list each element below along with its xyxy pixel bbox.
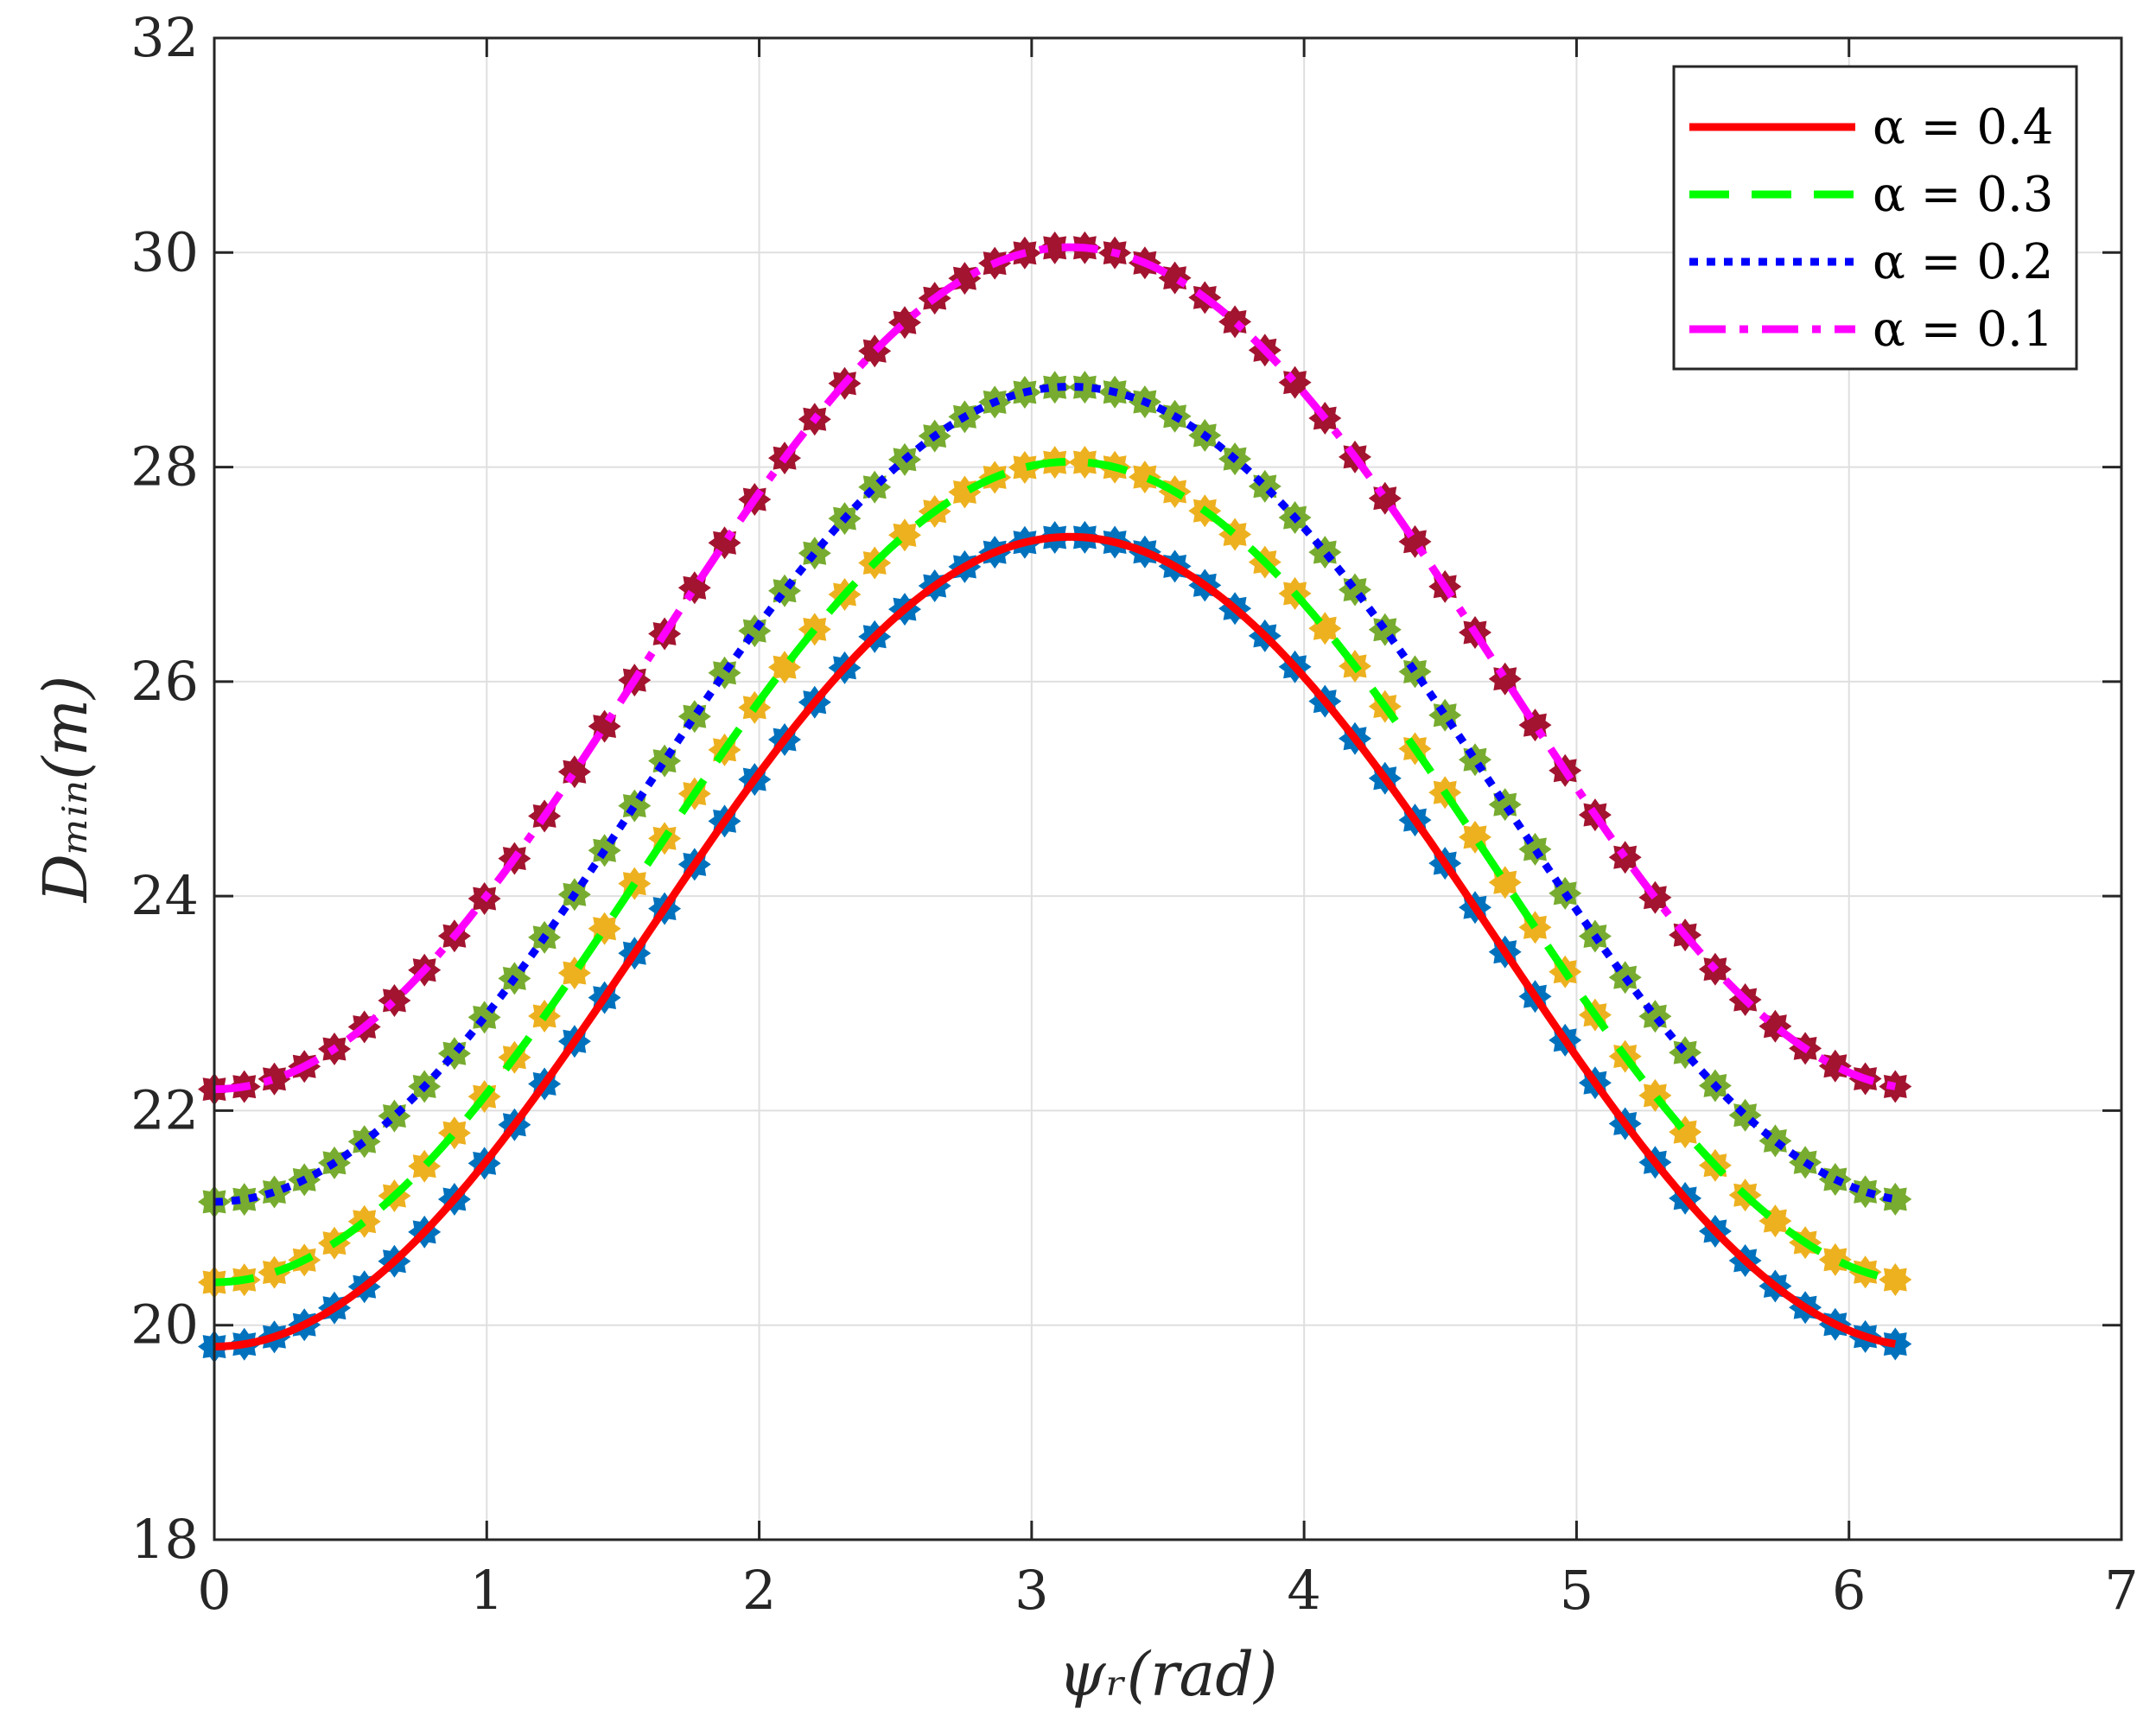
series-2-marker-core [594, 918, 615, 939]
series-1-marker-core [1885, 1333, 1906, 1355]
legend-label-3: α = 0.2 [1873, 234, 2053, 290]
series-4-marker-core [1885, 1076, 1906, 1097]
series-1-line [213, 532, 1897, 1350]
y-tick-label: 28 [130, 435, 199, 499]
y-tick-label: 26 [130, 650, 199, 713]
series-2-marker-core [1314, 618, 1336, 639]
legend: α = 0.4 α = 0.3 α = 0.2 α = 0.1 [1672, 65, 2078, 371]
y-tick-label: 18 [130, 1508, 199, 1571]
series-2-marker-core [1494, 872, 1516, 893]
x-tick-label: 6 [1832, 1559, 1866, 1622]
axes-box [213, 36, 2123, 1541]
x-tick-label: 1 [470, 1559, 504, 1622]
plot-marks [198, 231, 1912, 1363]
x-axis-label: ψᵣ(rad) [1059, 1639, 1278, 1710]
x-tick-label: 2 [742, 1559, 776, 1622]
series-2-marker-core [1885, 1269, 1906, 1291]
y-axis-label: Dₘᵢₙ(m) [30, 676, 101, 905]
x-tick-label: 4 [1287, 1559, 1320, 1622]
series-3-marker-core [1044, 377, 1065, 398]
series-4-marker-core [1044, 237, 1065, 258]
x-tick-label: 3 [1014, 1559, 1048, 1622]
series-3-marker-core [1885, 1188, 1906, 1210]
series-2-marker-core [1074, 452, 1096, 473]
y-tick-label: 20 [130, 1293, 199, 1357]
ticks: 0 1 2 3 4 5 6 7 18 20 22 24 26 28 30 32 [130, 6, 2139, 1622]
series-2-marker-core [1765, 1210, 1786, 1232]
y-tick-label: 22 [130, 1078, 199, 1141]
y-tick-label: 30 [130, 220, 199, 283]
legend-box [1672, 65, 2078, 371]
series-4-marker-core [1614, 847, 1636, 868]
series-3-line [213, 382, 1897, 1206]
legend-label-4: α = 0.1 [1873, 302, 2053, 358]
legend-label-2: α = 0.3 [1873, 167, 2053, 223]
series-2-marker-core [774, 657, 796, 678]
x-tick-label: 0 [197, 1559, 231, 1622]
x-tick-label: 5 [1560, 1559, 1593, 1622]
series-4 [198, 231, 1912, 1106]
y-tick-label: 32 [130, 6, 199, 69]
legend-label-1: α = 0.4 [1873, 99, 2053, 156]
series-2-line [213, 457, 1897, 1287]
grid [213, 37, 2122, 1541]
x-tick-label: 7 [2104, 1559, 2138, 1622]
y-tick-label: 24 [130, 864, 199, 927]
series-3-marker-core [1074, 377, 1096, 398]
series-3-marker-core [233, 1189, 255, 1210]
